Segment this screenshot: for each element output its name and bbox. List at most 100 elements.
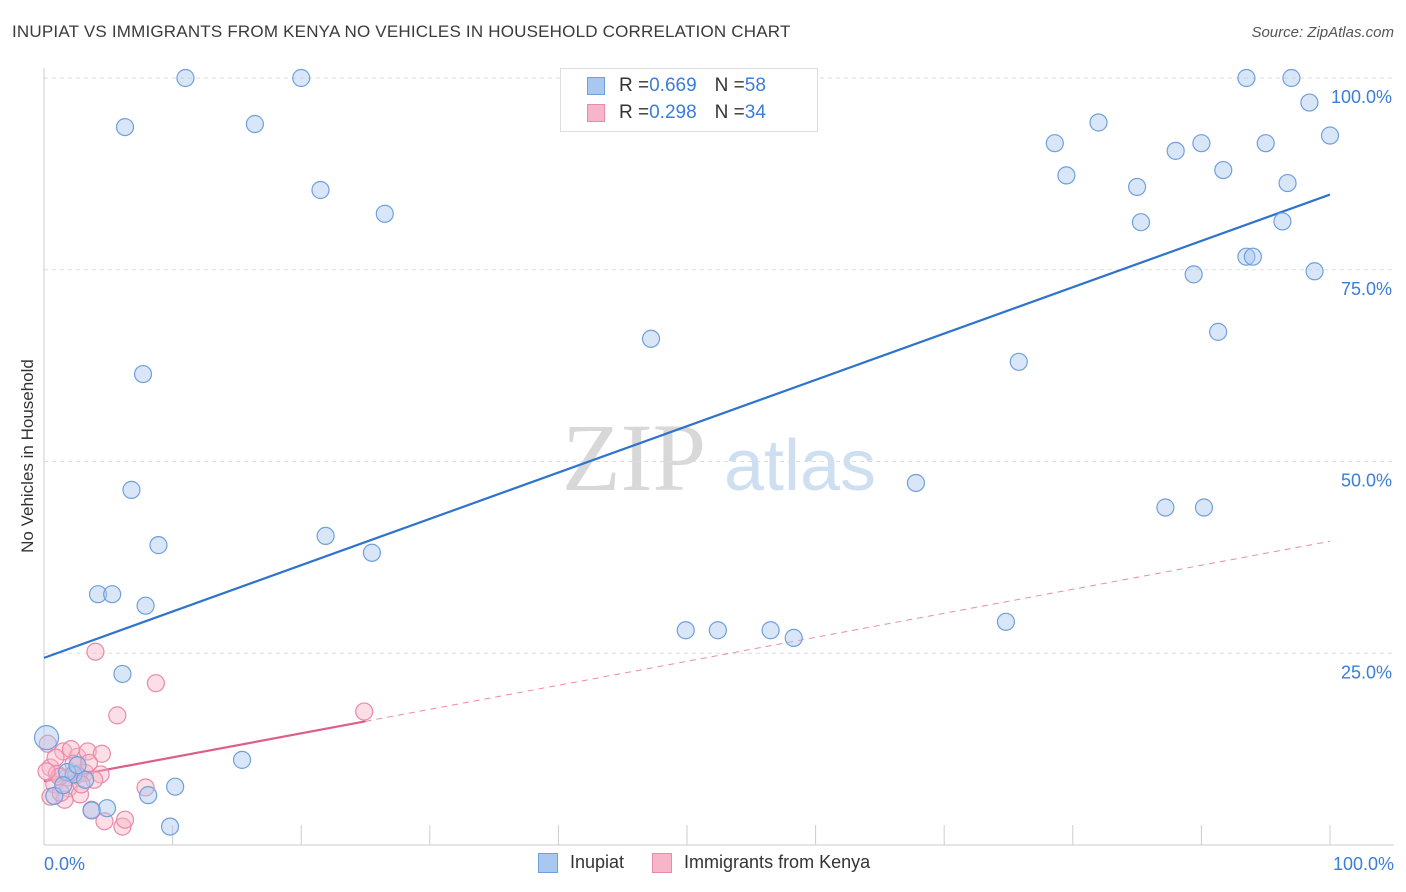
chart-title: INUPIAT VS IMMIGRANTS FROM KENYA NO VEHI… xyxy=(12,22,791,41)
data-point-inupiat xyxy=(245,114,265,134)
data-point-inupiat xyxy=(1045,134,1064,153)
data-point-kenya xyxy=(92,744,111,763)
data-point-inupiat xyxy=(1305,262,1324,281)
data-point-inupiat xyxy=(996,612,1016,631)
data-point-inupiat xyxy=(375,204,394,223)
data-point-kenya xyxy=(79,753,99,773)
data-point-inupiat xyxy=(1127,177,1147,197)
data-point-inupiat xyxy=(1300,93,1319,112)
data-point-inupiat xyxy=(113,664,132,684)
watermark-atlas: atlas xyxy=(724,426,876,506)
data-point-inupiat xyxy=(115,117,135,137)
legend-item-inupiat[interactable]: Inupiat xyxy=(538,852,624,873)
data-point-inupiat xyxy=(1237,247,1256,266)
data-point-inupiat xyxy=(1273,212,1292,231)
legend-swatch-inupiat xyxy=(538,852,558,873)
series-legend: Inupiat Immigrants from Kenya xyxy=(538,852,898,873)
legend-n-value: 58 xyxy=(744,75,766,96)
data-point-inupiat xyxy=(103,585,122,604)
watermark-zip: ZIP xyxy=(562,404,706,511)
data-point-kenya xyxy=(46,748,65,767)
data-point-inupiat xyxy=(1278,173,1297,193)
watermark: ZIP atlas xyxy=(562,404,876,511)
legend-n-label: N = xyxy=(714,75,745,96)
data-point-inupiat xyxy=(311,180,330,200)
data-point-inupiat xyxy=(292,68,311,88)
data-point-inupiat xyxy=(97,799,117,818)
data-point-inupiat xyxy=(316,526,335,545)
series-inupiat xyxy=(33,68,1340,836)
data-point-inupiat xyxy=(1089,113,1108,132)
data-point-inupiat xyxy=(1320,126,1340,145)
data-point-inupiat xyxy=(1009,352,1028,371)
data-point-inupiat xyxy=(76,770,95,789)
y-tick-label: 100.0% xyxy=(1331,87,1392,107)
trend-line-kenya-extension xyxy=(365,540,1331,722)
legend-label-inupiat: Inupiat xyxy=(570,852,625,872)
data-point-inupiat xyxy=(1131,213,1151,232)
trend-line-inupiat xyxy=(43,193,1331,659)
data-point-inupiat xyxy=(708,621,727,640)
trend-line-kenya xyxy=(43,720,366,783)
data-point-inupiat xyxy=(1237,68,1256,88)
data-point-inupiat xyxy=(176,68,195,88)
data-point-inupiat xyxy=(676,621,695,640)
data-point-inupiat xyxy=(122,480,141,499)
data-point-inupiat xyxy=(1156,498,1175,517)
legend-r-label: R = xyxy=(619,75,650,96)
data-point-kenya xyxy=(61,740,81,759)
legend-r-value: 0.298 xyxy=(649,102,697,123)
legend-n-label: N = xyxy=(714,102,745,123)
data-point-inupiat xyxy=(1166,141,1185,160)
legend-row-kenya: R = 0.298 N = 34 xyxy=(587,101,766,125)
data-point-inupiat xyxy=(1214,160,1233,180)
legend-label-kenya: Immigrants from Kenya xyxy=(684,852,871,872)
data-point-inupiat xyxy=(1192,134,1211,153)
x-tick-label: 0.0% xyxy=(44,854,85,874)
chart-source: Source: ZipAtlas.com xyxy=(1251,24,1394,41)
trend-lines xyxy=(43,193,1331,783)
legend-r-value: 0.669 xyxy=(649,75,697,96)
legend-row-inupiat: R = 0.669 N = 58 xyxy=(587,74,766,98)
data-point-inupiat xyxy=(362,543,382,562)
data-point-inupiat xyxy=(88,585,108,604)
axes xyxy=(43,68,1394,846)
data-point-inupiat xyxy=(82,801,101,820)
tick-labels: 25.0% 50.0% 75.0% 100.0% 0.0% 100.0% xyxy=(44,87,1394,874)
data-point-kenya xyxy=(37,762,56,781)
data-point-kenya xyxy=(146,674,165,693)
series-immigrants-from-kenya xyxy=(37,642,374,836)
data-point-kenya xyxy=(355,702,374,721)
legend-item-kenya[interactable]: Immigrants from Kenya xyxy=(652,852,870,873)
legend-n-value: 34 xyxy=(744,102,766,123)
y-tick-label: 75.0% xyxy=(1341,279,1392,299)
data-point-inupiat xyxy=(1243,247,1262,266)
data-point-inupiat xyxy=(133,364,153,384)
data-point-inupiat xyxy=(784,628,803,648)
correlation-legend: R = 0.669 N = 58 R = 0.298 N = 34 xyxy=(560,68,818,132)
data-point-inupiat xyxy=(166,777,185,796)
data-point-kenya xyxy=(115,810,135,829)
x-tick-label: 100.0% xyxy=(1333,854,1394,874)
data-point-inupiat xyxy=(232,750,252,769)
data-point-inupiat xyxy=(1256,134,1275,153)
y-tick-label: 25.0% xyxy=(1341,662,1392,682)
data-point-inupiat xyxy=(139,786,158,805)
data-point-inupiat xyxy=(906,473,926,493)
legend-swatch-kenya xyxy=(587,104,605,122)
y-tick-label: 50.0% xyxy=(1341,471,1392,491)
data-point-inupiat xyxy=(761,621,780,640)
y-axis-label: No Vehicles in Household xyxy=(18,359,37,553)
data-point-kenya xyxy=(86,642,105,661)
legend-r-label: R = xyxy=(619,102,650,123)
data-point-inupiat xyxy=(160,817,180,836)
data-point-inupiat xyxy=(1057,166,1076,185)
data-point-inupiat xyxy=(1184,265,1203,284)
data-point-inupiat xyxy=(54,776,73,795)
data-point-kenya xyxy=(108,706,127,725)
data-point-inupiat xyxy=(33,725,60,751)
data-point-inupiat xyxy=(1282,68,1301,88)
data-point-inupiat xyxy=(136,596,155,615)
data-point-inupiat xyxy=(1194,498,1214,517)
